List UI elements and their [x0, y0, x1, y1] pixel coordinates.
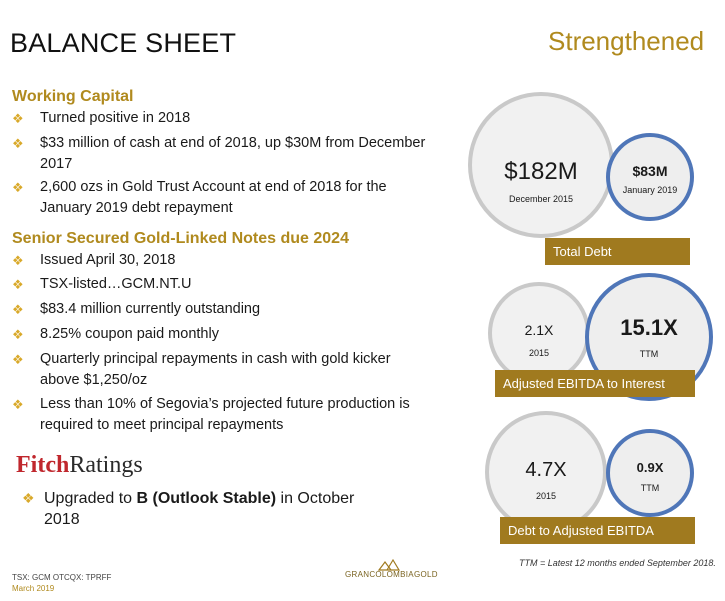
- list-item: ❖ 2,600 ozs in Gold Trust Account at end…: [12, 179, 387, 216]
- list-item: ❖ $83.4 million currently outstanding: [12, 299, 442, 320]
- ebitda-interest-after-period: TTM: [639, 349, 659, 359]
- ttm-footnote: TTM = Latest 12 months ended September 2…: [519, 558, 716, 568]
- fitch-upgrade-item: ❖ Upgraded to B (Outlook Stable) in Octo…: [22, 490, 355, 528]
- diamond-bullet-icon: ❖: [12, 397, 24, 412]
- page-title: BALANCE SHEET: [10, 28, 237, 58]
- list-item: ❖ Less than 10% of Segovia’s projected f…: [12, 396, 410, 433]
- diamond-bullet-icon: ❖: [22, 490, 35, 506]
- list-item: ❖ 8.25% coupon paid monthly: [12, 324, 442, 345]
- diamond-bullet-icon: ❖: [12, 277, 24, 292]
- diamond-bullet-icon: ❖: [12, 253, 24, 268]
- list-item: ❖ Quarterly principal repayments in cash…: [12, 351, 391, 388]
- logo-mark-icon: [377, 558, 401, 571]
- diamond-bullet-icon: ❖: [12, 180, 24, 195]
- diamond-bullet-icon: ❖: [12, 352, 24, 367]
- company-logo: GRANCOLOMBIAGOLD: [345, 558, 438, 579]
- debt-ebitda-label: Debt to Adjusted EBITDA: [500, 517, 695, 544]
- debt-ebitda-before-period: 2015: [535, 491, 557, 501]
- debt-ebitda-after-circle: 0.9X TTM: [606, 429, 694, 517]
- list-item: ❖ $33 million of cash at end of 2018, up…: [12, 135, 426, 172]
- notes-heading: Senior Secured Gold-Linked Notes due 202…: [12, 230, 349, 247]
- debt-ebitda-after-period: TTM: [640, 483, 660, 493]
- diamond-bullet-icon: ❖: [12, 136, 24, 151]
- ebitda-interest-before-value: 2.1X: [524, 322, 554, 338]
- diamond-bullet-icon: ❖: [12, 111, 24, 126]
- total-debt-after-period: January 2019: [622, 185, 678, 195]
- ebitda-interest-label: Adjusted EBITDA to Interest: [495, 370, 695, 397]
- list-item: ❖ Turned positive in 2018: [12, 108, 442, 129]
- page-tagline: Strengthened: [548, 26, 705, 56]
- fitch-ratings-logo: FitchRatings: [16, 452, 143, 478]
- footer-date: March 2019: [12, 584, 55, 593]
- ebitda-interest-after-value: 15.1X: [620, 315, 678, 340]
- total-debt-before-value: $182M: [504, 158, 578, 185]
- debt-ebitda-before-value: 4.7X: [525, 459, 567, 481]
- total-debt-before-circle: $182M December 2015: [468, 92, 614, 238]
- ebitda-interest-before-circle: 2.1X 2015: [488, 282, 590, 384]
- total-debt-before-period: December 2015: [508, 194, 574, 204]
- diamond-bullet-icon: ❖: [12, 302, 24, 317]
- total-debt-label: Total Debt: [545, 238, 690, 265]
- list-item: ❖ TSX-listed…GCM.NT.U: [12, 274, 442, 295]
- ebitda-interest-before-period: 2015: [528, 348, 550, 358]
- diamond-bullet-icon: ❖: [12, 327, 24, 342]
- footer-tickers: TSX: GCM OTCQX: TPRFF: [12, 573, 112, 582]
- total-debt-after-value: $83M: [632, 163, 668, 179]
- debt-ebitda-before-circle: 4.7X 2015: [485, 411, 607, 533]
- debt-ebitda-after-value: 0.9X: [636, 460, 664, 475]
- working-capital-heading: Working Capital: [12, 88, 134, 105]
- list-item: ❖ Issued April 30, 2018: [12, 250, 442, 271]
- total-debt-after-circle: $83M January 2019: [606, 133, 694, 221]
